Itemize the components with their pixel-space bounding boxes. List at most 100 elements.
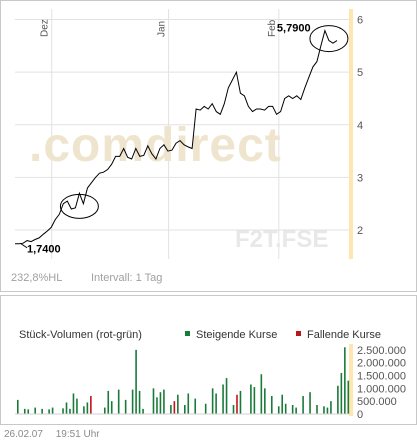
volume-bar — [156, 397, 158, 414]
volume-bar — [62, 408, 64, 414]
volume-bar — [173, 401, 176, 414]
volume-bar — [65, 402, 68, 414]
volume-bar — [177, 394, 179, 414]
volume-bar — [103, 407, 106, 414]
watermark-logo: .comdirect — [29, 119, 282, 172]
volume-bar — [302, 396, 304, 414]
volume-bar — [86, 402, 89, 414]
volume-bar — [347, 380, 350, 414]
volume-bar — [170, 405, 172, 414]
volume-bar — [27, 409, 30, 414]
volume-bar — [34, 407, 36, 414]
volume-bar — [264, 388, 266, 414]
price-y-tick-label: 4 — [357, 120, 363, 132]
footer-date: 26.02.07 — [4, 429, 43, 440]
volume-bar — [330, 401, 332, 414]
low-value-pointer — [20, 243, 28, 249]
volume-bar — [344, 347, 346, 414]
volume-bar — [187, 393, 190, 414]
price-axis-strip — [349, 9, 353, 259]
volume-bar — [23, 408, 26, 414]
volume-bar — [281, 394, 284, 414]
volume-bar — [142, 408, 144, 414]
volume-bar — [316, 405, 318, 414]
volume-bar — [239, 390, 242, 414]
volume-bar — [90, 396, 92, 414]
volume-bar — [152, 388, 155, 414]
volume-bar — [211, 388, 214, 414]
volume-bar — [72, 393, 75, 414]
interval-info: Intervall: 1 Tag — [91, 272, 162, 284]
high-value-ellipse — [309, 25, 349, 53]
footer: 26.02.07 19:51 Uhr — [4, 429, 110, 440]
volume-bar — [184, 405, 186, 414]
volume-bar — [270, 396, 273, 414]
volume-bar — [295, 407, 297, 414]
price-y-tick-label: 5 — [357, 67, 363, 79]
legend-falling-swatch — [296, 331, 301, 336]
volume-y-tick-label: 1.000.000 — [357, 383, 406, 395]
price-x-tick-label: Feb — [267, 19, 278, 37]
volume-bar — [124, 399, 127, 414]
volume-title: Stück-Volumen (rot-grün) — [19, 329, 142, 341]
symbol-watermark: F2T.FSE — [235, 226, 328, 253]
volume-bar — [284, 403, 287, 414]
volume-y-tick-label: 0 — [357, 409, 363, 421]
volume-bar — [41, 408, 43, 414]
volume-bar — [225, 378, 228, 414]
legend-rising-swatch — [185, 331, 190, 336]
high-value-label: 5,7900 — [277, 23, 311, 35]
volume-bar — [326, 407, 329, 414]
volume-bar — [69, 408, 71, 414]
legend-rising-label: Steigende Kurse — [196, 329, 277, 341]
volume-bar — [159, 392, 162, 414]
volume-chart-panel: Stück-Volumen (rot-grün) Steigende Kurse F… — [0, 295, 417, 425]
range-info: 232,8%HL — [11, 272, 62, 284]
volume-bar — [323, 406, 325, 414]
low-value-label: 1,7400 — [27, 244, 61, 256]
volume-bar — [277, 406, 280, 414]
volume-bar — [236, 394, 238, 414]
volume-bar — [222, 384, 224, 414]
footer-time: 19:51 Uhr — [55, 429, 100, 440]
volume-bar — [48, 409, 50, 414]
price-x-tick-label: Jan — [157, 21, 168, 37]
volume-bar — [110, 401, 113, 414]
price-chart-panel: 2 3 4 5 6 Dez Jan Feb .comdirect F2T.FSE 1,7400 5,7… — [0, 0, 417, 292]
price-x-tick-label: Dez — [40, 19, 51, 37]
volume-axis-strip — [349, 344, 353, 416]
volume-bar — [135, 349, 137, 414]
highlight-ellipse — [59, 193, 99, 219]
volume-bar — [309, 392, 311, 414]
volume-bar — [117, 389, 120, 414]
volume-bar — [260, 374, 263, 414]
volume-bar — [232, 405, 235, 414]
volume-bar — [215, 393, 217, 414]
volume-bar — [138, 390, 141, 414]
volume-y-tick-label: 1.500.000 — [357, 371, 406, 383]
volume-y-tick-label: 2.000.000 — [357, 358, 406, 370]
volume-bar — [83, 406, 85, 414]
volume-y-tick-label: 500.000 — [357, 396, 397, 408]
volume-bar — [163, 389, 165, 414]
volume-bar — [76, 398, 78, 414]
legend-falling-label: Fallende Kurse — [307, 329, 381, 341]
price-chart: 2 3 4 5 6 Dez Jan Feb .comdirect F2T.FSE 1,7400 5,7… — [11, 9, 363, 284]
volume-bar — [131, 389, 134, 414]
price-y-tick-label: 6 — [357, 15, 363, 27]
price-line — [15, 29, 338, 245]
volume-bar — [107, 390, 110, 414]
price-y-tick-label: 3 — [357, 172, 363, 184]
volume-bar — [337, 385, 339, 414]
volume-bar — [194, 398, 197, 414]
volume-y-tick-label: 2.500.000 — [357, 345, 406, 357]
volume-bar — [291, 405, 294, 414]
volume-bar — [340, 372, 343, 414]
volume-bar — [17, 399, 19, 414]
volume-chart: Stück-Volumen (rot-grün) Steigende Kurse F… — [15, 329, 406, 421]
volume-bar — [250, 384, 252, 414]
price-y-tick-label: 2 — [357, 225, 363, 237]
volume-bar — [253, 387, 256, 414]
volume-bar — [51, 407, 54, 414]
volume-bar — [204, 403, 207, 414]
